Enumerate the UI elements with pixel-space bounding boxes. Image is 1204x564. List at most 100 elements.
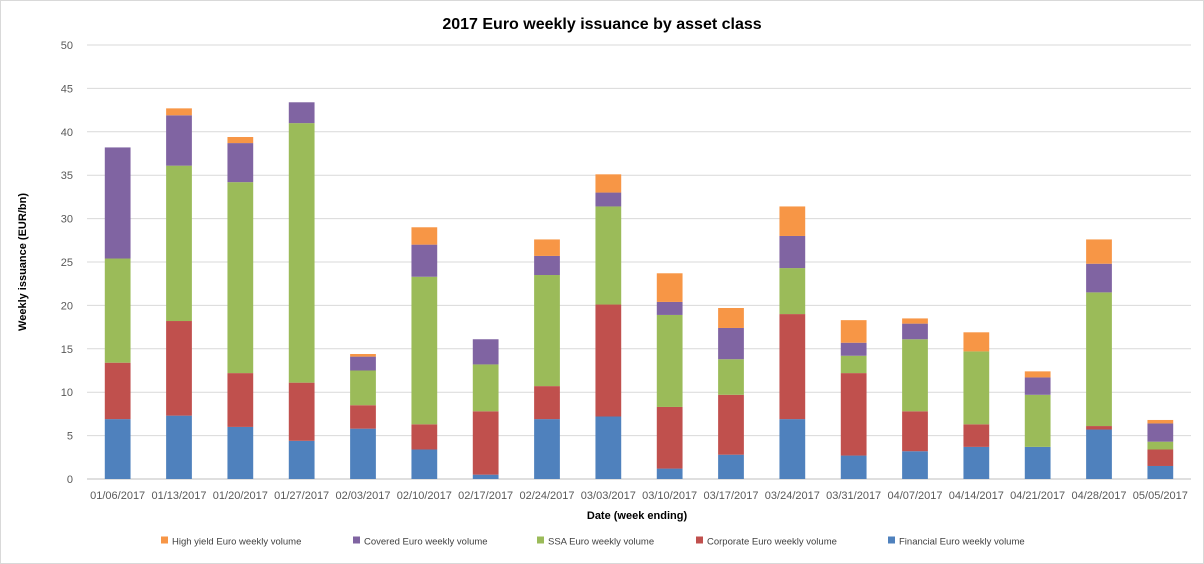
bar-segment bbox=[534, 419, 560, 479]
bar-segment bbox=[840, 355, 867, 374]
bar-segment bbox=[779, 235, 806, 269]
bar-segment bbox=[1024, 377, 1051, 395]
bar-segment bbox=[779, 314, 806, 420]
x-tick-label: 03/10/2017 bbox=[642, 490, 697, 502]
bar-segment bbox=[350, 405, 376, 429]
x-tick-label: 03/31/2017 bbox=[826, 490, 881, 502]
bar-segment bbox=[718, 359, 744, 395]
legend-swatch bbox=[353, 536, 360, 544]
x-tick-label: 04/28/2017 bbox=[1071, 490, 1126, 502]
x-tick-label: 02/10/2017 bbox=[397, 490, 452, 502]
bar-segment bbox=[472, 364, 499, 412]
bar-segment bbox=[411, 424, 438, 450]
x-tick-label: 01/27/2017 bbox=[274, 490, 329, 502]
legend-label: Covered Euro weekly volume bbox=[364, 537, 488, 548]
bar-segment bbox=[350, 354, 376, 357]
y-tick-label: 30 bbox=[61, 214, 73, 226]
bar-segment bbox=[534, 386, 560, 420]
bar-segment bbox=[656, 273, 683, 302]
bar-segment bbox=[595, 192, 622, 207]
bar-segment bbox=[166, 165, 192, 322]
bar-segment bbox=[1147, 449, 1174, 466]
legend-label: Financial Euro weekly volume bbox=[899, 537, 1025, 548]
bar-segment bbox=[227, 137, 254, 144]
gridlines bbox=[87, 44, 1191, 480]
bar-segment bbox=[595, 304, 622, 417]
bar-segment bbox=[963, 332, 990, 352]
bar-segment bbox=[656, 301, 683, 315]
x-tick-label: 04/07/2017 bbox=[887, 490, 942, 502]
bar-segment bbox=[227, 426, 254, 479]
bar-segment bbox=[718, 394, 744, 455]
bar-segment bbox=[779, 268, 806, 315]
legend-swatch bbox=[888, 536, 895, 544]
bar-segment bbox=[411, 276, 438, 425]
bar-segment bbox=[534, 275, 560, 387]
bar-segment bbox=[902, 339, 928, 412]
bar-segment bbox=[227, 182, 254, 374]
bar-segment bbox=[840, 373, 867, 456]
bar-segment bbox=[472, 339, 499, 365]
bar-segment bbox=[411, 227, 438, 245]
bar-segment bbox=[840, 342, 867, 356]
y-tick-label: 15 bbox=[61, 344, 73, 356]
bar-segment bbox=[656, 314, 683, 407]
x-tick-label: 01/20/2017 bbox=[213, 490, 268, 502]
bar-segment bbox=[104, 419, 131, 479]
bar-segment bbox=[472, 411, 499, 475]
bar-segment bbox=[227, 373, 254, 427]
bar-segment bbox=[288, 123, 315, 383]
bar-segment bbox=[902, 323, 928, 340]
x-tick-label: 01/06/2017 bbox=[90, 490, 145, 502]
bar-segment bbox=[718, 454, 744, 479]
bar-segment bbox=[595, 206, 622, 305]
bar-segment bbox=[288, 102, 315, 124]
bar-segment bbox=[595, 174, 622, 193]
bar-segment bbox=[1147, 441, 1174, 450]
bar-segment bbox=[104, 362, 131, 420]
bar-segment bbox=[902, 318, 928, 324]
y-tick-label: 10 bbox=[61, 387, 73, 399]
bar-segment bbox=[166, 321, 192, 416]
bar-segment bbox=[1086, 263, 1112, 293]
bar-segment bbox=[166, 115, 192, 166]
bar-segment bbox=[779, 419, 806, 479]
bar-segment bbox=[656, 468, 683, 479]
y-tick-label: 40 bbox=[61, 127, 73, 139]
bar-segment bbox=[718, 327, 744, 360]
bar-segment bbox=[1147, 423, 1174, 442]
bar-segment bbox=[963, 351, 990, 425]
legend-swatch bbox=[696, 536, 703, 544]
y-axis-tick-labels: 0 5 10 15 20 25 30 35 40 45 50 bbox=[61, 40, 73, 486]
x-tick-label: 02/03/2017 bbox=[335, 490, 390, 502]
bar-segment bbox=[595, 416, 622, 479]
x-axis-title: Date (week ending) bbox=[587, 510, 688, 522]
legend: High yield Euro weekly volume Covered Eur… bbox=[161, 536, 1025, 548]
bar-segment bbox=[963, 424, 990, 447]
bars bbox=[104, 102, 1174, 479]
bar-segment bbox=[840, 320, 867, 343]
bar-segment bbox=[104, 147, 131, 259]
bar-segment bbox=[1024, 446, 1051, 479]
legend-label: High yield Euro weekly volume bbox=[172, 537, 301, 548]
bar-segment bbox=[288, 382, 315, 441]
bar-segment bbox=[902, 451, 928, 479]
bar-segment bbox=[350, 370, 376, 406]
y-tick-label: 20 bbox=[61, 300, 73, 312]
bar-segment bbox=[104, 258, 131, 363]
x-tick-label: 03/24/2017 bbox=[765, 490, 820, 502]
x-tick-label: 02/17/2017 bbox=[458, 490, 513, 502]
chart-title: 2017 Euro weekly issuance by asset class bbox=[442, 16, 761, 33]
x-tick-label: 02/24/2017 bbox=[519, 490, 574, 502]
bar-segment bbox=[1086, 239, 1112, 264]
legend-swatch bbox=[161, 536, 168, 544]
x-tick-label: 05/05/2017 bbox=[1133, 490, 1188, 502]
bar-segment bbox=[1086, 426, 1112, 430]
x-tick-label: 04/21/2017 bbox=[1010, 490, 1065, 502]
bar-segment bbox=[288, 440, 315, 479]
bar-segment bbox=[411, 244, 438, 277]
bar-segment bbox=[840, 455, 867, 479]
y-tick-label: 50 bbox=[61, 40, 73, 52]
